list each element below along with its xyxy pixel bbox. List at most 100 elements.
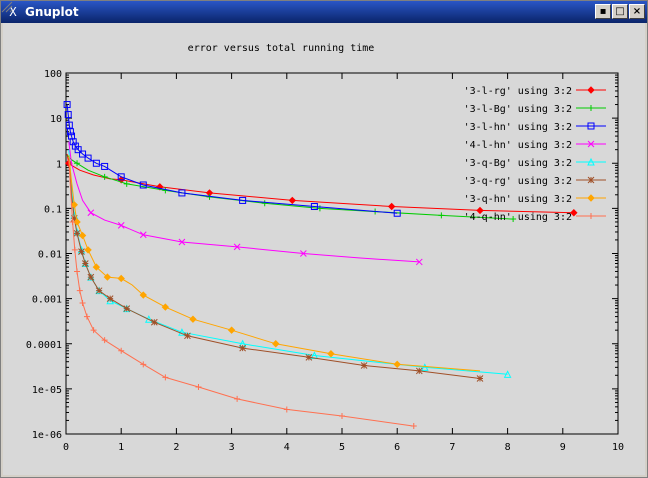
title-bar[interactable]: X Gnuplot ▪ □ × bbox=[1, 1, 647, 23]
data-point bbox=[587, 122, 595, 130]
data-point bbox=[360, 362, 368, 369]
data-point bbox=[84, 246, 92, 254]
data-point bbox=[63, 101, 71, 109]
data-point bbox=[117, 173, 125, 181]
data-point bbox=[79, 299, 86, 306]
data-point bbox=[339, 413, 345, 420]
y-tick-label: 0.001 bbox=[32, 295, 62, 306]
legend-label: '3-q-rg' using 3:2 bbox=[464, 176, 572, 187]
close-button[interactable]: × bbox=[629, 4, 645, 19]
data-point bbox=[73, 218, 81, 226]
data-point bbox=[476, 206, 484, 215]
series-line bbox=[66, 104, 398, 214]
data-point bbox=[587, 194, 595, 202]
data-point bbox=[117, 274, 125, 283]
series-1 bbox=[66, 154, 517, 223]
legend-label: '3-l-hn' using 3:2 bbox=[464, 122, 572, 133]
data-point bbox=[90, 327, 97, 334]
data-point bbox=[73, 229, 81, 237]
data-point bbox=[283, 406, 290, 413]
series-4 bbox=[68, 149, 512, 378]
data-point bbox=[393, 360, 401, 369]
chart-title: error versus total running time bbox=[188, 43, 375, 54]
data-point bbox=[438, 212, 445, 219]
y-tick-label: 1e-05 bbox=[32, 385, 62, 396]
x-tick-label: 2 bbox=[173, 442, 179, 453]
minimize-button[interactable]: ▪ bbox=[595, 4, 611, 19]
series-line bbox=[68, 149, 508, 375]
data-point bbox=[587, 176, 595, 184]
resize-grip-icon[interactable] bbox=[1, 1, 13, 13]
data-point bbox=[123, 180, 130, 187]
x-tick-label: 9 bbox=[560, 442, 566, 453]
series-line bbox=[68, 159, 414, 427]
legend-label: '3-l-rg' using 3:2 bbox=[464, 86, 572, 97]
x-tick-label: 6 bbox=[394, 442, 400, 453]
series-line bbox=[66, 153, 574, 214]
data-point bbox=[69, 138, 77, 146]
data-point bbox=[239, 344, 246, 352]
data-point bbox=[178, 328, 186, 336]
data-point bbox=[101, 337, 108, 344]
legend: '3-l-rg' using 3:2 '3-l-Bg' using 3:2 '3-l… bbox=[464, 86, 606, 223]
data-point bbox=[476, 375, 484, 382]
data-point bbox=[316, 205, 323, 212]
data-point bbox=[184, 332, 191, 340]
y-tick-label: 0.01 bbox=[38, 250, 62, 261]
data-point bbox=[261, 200, 268, 207]
data-point bbox=[178, 238, 186, 246]
data-point bbox=[587, 86, 595, 94]
data-point bbox=[92, 263, 101, 271]
data-point bbox=[587, 157, 595, 166]
data-point bbox=[101, 162, 109, 170]
data-point bbox=[66, 128, 74, 136]
x-tick-label: 3 bbox=[229, 442, 235, 453]
data-point bbox=[74, 268, 81, 275]
maximize-button[interactable]: □ bbox=[612, 4, 628, 19]
data-point bbox=[64, 111, 72, 119]
data-point bbox=[510, 216, 517, 223]
y-tick-label: 100 bbox=[44, 69, 62, 80]
data-point bbox=[189, 315, 197, 323]
y-tick-label: 0.0001 bbox=[26, 340, 62, 351]
x-tick-label: 4 bbox=[284, 442, 290, 453]
window-title: Gnuplot bbox=[25, 5, 79, 19]
chart-canvas: error versus total running time 0 1 2 3 4 5 6 7… bbox=[26, 43, 624, 453]
data-point bbox=[139, 231, 147, 239]
data-point bbox=[239, 196, 247, 204]
data-point bbox=[178, 189, 186, 197]
series-7 bbox=[68, 159, 417, 430]
data-point bbox=[83, 313, 90, 320]
data-point bbox=[74, 146, 82, 154]
data-point bbox=[101, 173, 108, 180]
data-point bbox=[162, 374, 169, 381]
data-point bbox=[150, 318, 158, 326]
data-point bbox=[118, 347, 125, 354]
x-tick-label: 5 bbox=[339, 442, 345, 453]
x-tick-label: 0 bbox=[63, 442, 69, 453]
series-layer bbox=[63, 101, 578, 430]
axis-ticks: 0 1 2 3 4 5 6 7 8 9 10 100 10 1 0.1 0.01 0.001 0.0001 1e-0… bbox=[26, 69, 624, 453]
data-point bbox=[106, 295, 114, 302]
data-point bbox=[69, 218, 76, 225]
data-point bbox=[234, 395, 241, 402]
data-point bbox=[117, 222, 125, 229]
data-point bbox=[87, 273, 95, 281]
data-point bbox=[588, 213, 594, 219]
data-point bbox=[288, 196, 297, 205]
data-point bbox=[195, 384, 202, 391]
series-5 bbox=[68, 155, 484, 382]
data-point bbox=[410, 423, 417, 430]
data-point bbox=[503, 370, 512, 378]
series-line bbox=[68, 141, 420, 263]
data-point bbox=[233, 243, 241, 251]
data-point bbox=[139, 181, 147, 189]
series-3 bbox=[68, 141, 423, 266]
data-point bbox=[310, 203, 318, 211]
data-point bbox=[70, 215, 78, 222]
data-point bbox=[78, 231, 87, 240]
data-point bbox=[161, 303, 170, 311]
data-point bbox=[78, 248, 85, 255]
data-point bbox=[87, 209, 95, 217]
x-app-icon[interactable]: X bbox=[9, 5, 17, 19]
